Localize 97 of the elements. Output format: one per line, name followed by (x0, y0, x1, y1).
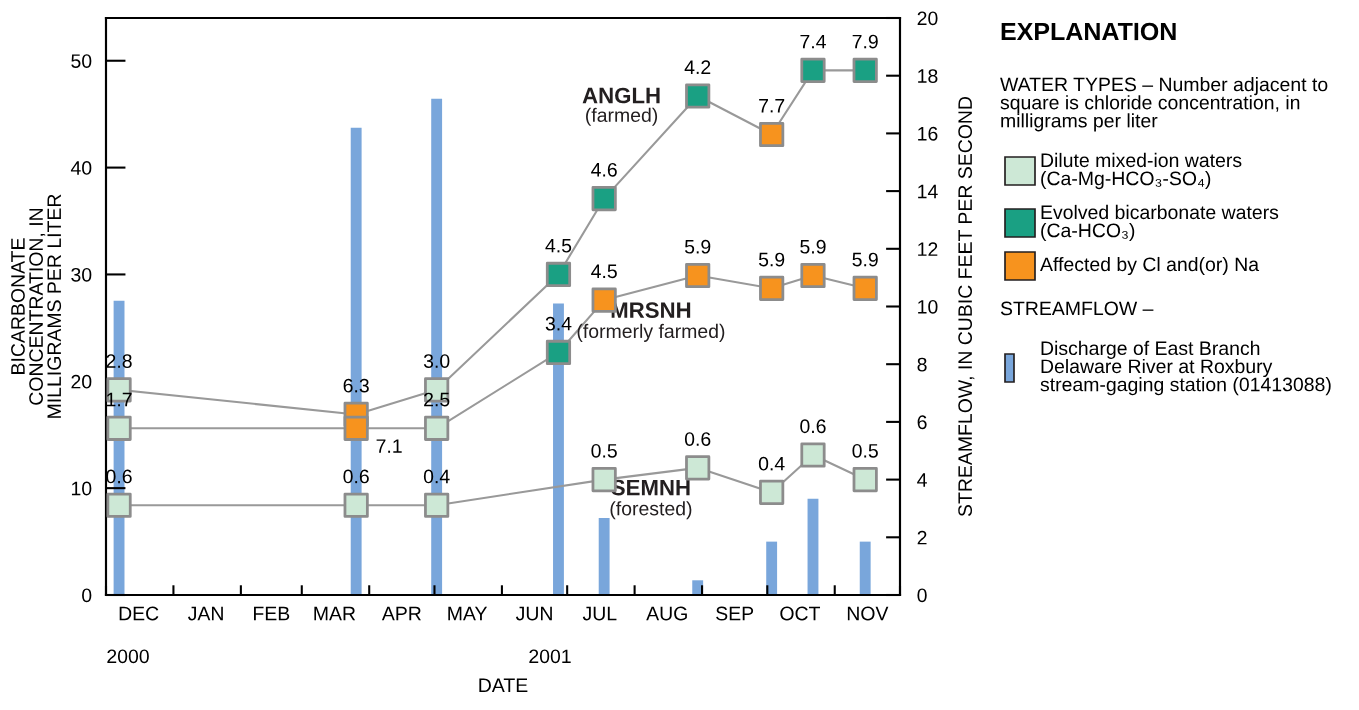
point (424, 492, 450, 518)
annotation: (formerly farmed) (577, 323, 725, 342)
point (800, 262, 826, 289)
x-tick-label: JUL (582, 606, 617, 621)
point (545, 261, 572, 288)
point (545, 339, 572, 366)
point (800, 57, 826, 83)
annotation: 3.4 (545, 316, 572, 331)
y2-tick-label: 4 (917, 473, 927, 487)
point (685, 262, 711, 289)
x-tick-label: SEP (716, 606, 754, 621)
y-tick-label: 20 (71, 374, 92, 389)
point (759, 121, 785, 148)
point (343, 492, 369, 518)
x-tick-label: FEB (254, 606, 290, 621)
point (800, 442, 826, 468)
y-tick-label: 50 (71, 54, 92, 68)
point (759, 479, 785, 506)
text: 2000 (107, 649, 149, 664)
series-label: SEMNH (611, 479, 690, 496)
x-tick-label: OCT (780, 606, 821, 621)
y-tick-label: 40 (70, 161, 92, 175)
point (343, 415, 369, 441)
x-tick-label: NOV (847, 606, 889, 621)
y2-tick-label: 18 (918, 69, 938, 83)
annotation: 5.9 (758, 252, 785, 267)
legend-label: Discharge of East Branch Delaware River at Roxbury stream-gaging station (01413088) (1040, 340, 1331, 396)
text: WATER TYPES – Number adjacent to square is chloride concentration, in milligrams per liter (1000, 77, 1328, 132)
legend-label: Dilute mixed-ion waters (Ca-Mg-HCO₃-SO₄) (1041, 152, 1242, 190)
point (852, 57, 878, 83)
x-tick-label: JUN (515, 606, 552, 621)
y-tick-label: 10 (71, 481, 92, 496)
annotation: 0.5 (591, 443, 617, 458)
bar (859, 541, 871, 595)
point (591, 185, 617, 212)
annotation: 7.7 (759, 99, 785, 113)
x-tick-label: MAY (448, 606, 488, 621)
annotation: 0.6 (684, 432, 711, 446)
annotation: 1.7 (107, 392, 132, 407)
annotation: 4.2 (684, 60, 711, 74)
text: STREAMFLOW – (1000, 301, 1154, 316)
bar (807, 498, 819, 595)
y2-tick-label: 10 (918, 299, 938, 314)
legend-title: EXPLANATION (1001, 22, 1176, 41)
x-tick-label: DEC (119, 606, 159, 621)
bar (598, 517, 610, 595)
point (106, 415, 132, 441)
annotation: 2.8 (106, 354, 132, 368)
point (685, 455, 711, 481)
annotation: 0.4 (423, 469, 450, 484)
x-tick-label: JAN (188, 606, 223, 621)
x-tick-label: APR (381, 606, 421, 621)
y-tick-label: 0 (82, 588, 92, 603)
y2-tick-label: 14 (918, 184, 938, 199)
point (685, 83, 711, 109)
point (424, 415, 450, 441)
annotation: 6.3 (343, 378, 369, 393)
y-tick-label: 30 (71, 267, 92, 282)
annotation: 5.9 (684, 239, 711, 254)
annotation: 0.5 (852, 443, 878, 458)
bar (766, 541, 778, 595)
annotation: 0.6 (343, 469, 369, 484)
y2-tick-label: 6 (917, 415, 927, 430)
annotation: 2.5 (424, 392, 450, 407)
annotation: 7.4 (800, 34, 826, 49)
legend-label: Evolved bicarbonate waters (Ca-HCO₃) (1041, 204, 1279, 242)
y2-tick-label: 2 (917, 530, 927, 545)
annotation: 0.6 (800, 419, 826, 434)
y2-tick-label: 0 (917, 588, 927, 603)
x-tick-label: AUG (646, 606, 687, 621)
annotation: 0.4 (758, 456, 785, 471)
y2-tick-label: 8 (917, 357, 927, 372)
annotation: 7.1 (376, 439, 402, 453)
series-label: ANGLH (582, 87, 660, 104)
y2-tick-label: 16 (918, 126, 938, 141)
annotation: 5.9 (852, 252, 878, 267)
annotation: (farmed) (586, 107, 658, 126)
point (852, 275, 878, 301)
annotation: 7.9 (852, 34, 878, 49)
annotation: 5.9 (800, 239, 826, 254)
y2-tick-label: 20 (917, 11, 938, 26)
legend-label: Affected by Cl and(or) Na (1040, 256, 1260, 276)
annotation: (forested) (610, 501, 692, 520)
y2-tick-label: 12 (918, 242, 938, 256)
y2-axis-title: STREAMFLOW, IN CUBIC FEET PER SECOND (958, 96, 975, 517)
point (852, 467, 878, 493)
x-axis-title: DATE (479, 678, 528, 692)
y-axis-title: BICARBONATE CONCENTRATION, IN MILLIGRAMS PER LITER (11, 194, 62, 418)
annotation: 4.6 (591, 162, 617, 177)
text: 2001 (529, 649, 571, 664)
annotation: 4.5 (591, 264, 617, 279)
point (759, 275, 785, 301)
point (106, 492, 132, 518)
annotation: 0.6 (106, 469, 132, 484)
annotation: 3.0 (423, 354, 450, 368)
x-tick-label: MAR (314, 606, 356, 621)
annotation: 4.5 (545, 238, 572, 253)
